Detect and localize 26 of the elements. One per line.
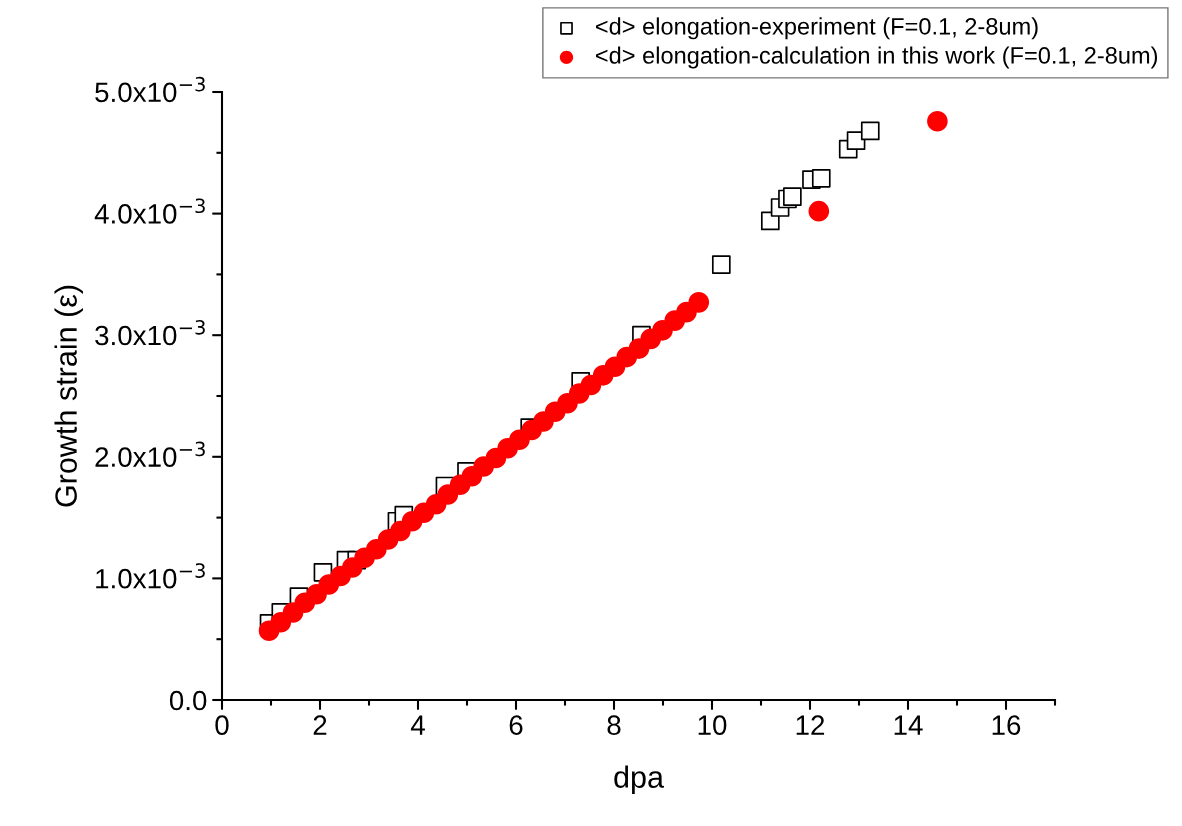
x-tick-label: 0	[215, 715, 229, 735]
x-tick-label: 2	[313, 715, 327, 735]
legend-label: <d> elongation-calculation in this work (F=0.1, 2-8um)	[595, 46, 1158, 69]
y-tick-label: 1.0x10$^{−3}$	[96, 563, 205, 589]
y-axis-title: Growth strain (ε)	[54, 285, 83, 507]
x-tick-label: 12	[796, 715, 825, 735]
x-tick-label: 16	[992, 715, 1021, 735]
point	[927, 110, 948, 132]
point	[783, 187, 802, 206]
y-tick-label: 4.0x10$^{−3}$	[94, 198, 205, 224]
point	[860, 121, 880, 141]
y-tick-label: 2.0x10$^{−3}$	[95, 441, 205, 467]
y-tick-label: 0.0	[169, 690, 207, 711]
x-tick-label: 8	[607, 715, 621, 735]
point	[711, 255, 731, 275]
x-tick-label: 10	[698, 715, 727, 735]
y-tick-label: 5.0x10$^{−3}$	[95, 76, 205, 103]
x-axis-title: dpa	[614, 765, 664, 794]
y-tick-label: 3.0x10$^{−3}$	[95, 319, 205, 346]
legend-label: <d> elongation-experiment (F=0.1, 2-8um)	[595, 17, 1038, 40]
point	[811, 168, 831, 188]
point	[688, 292, 710, 313]
x-tick-label: 4	[410, 715, 425, 735]
x-tick-label: 6	[509, 715, 523, 735]
point	[808, 200, 830, 222]
x-tick-label: 14	[894, 715, 923, 735]
